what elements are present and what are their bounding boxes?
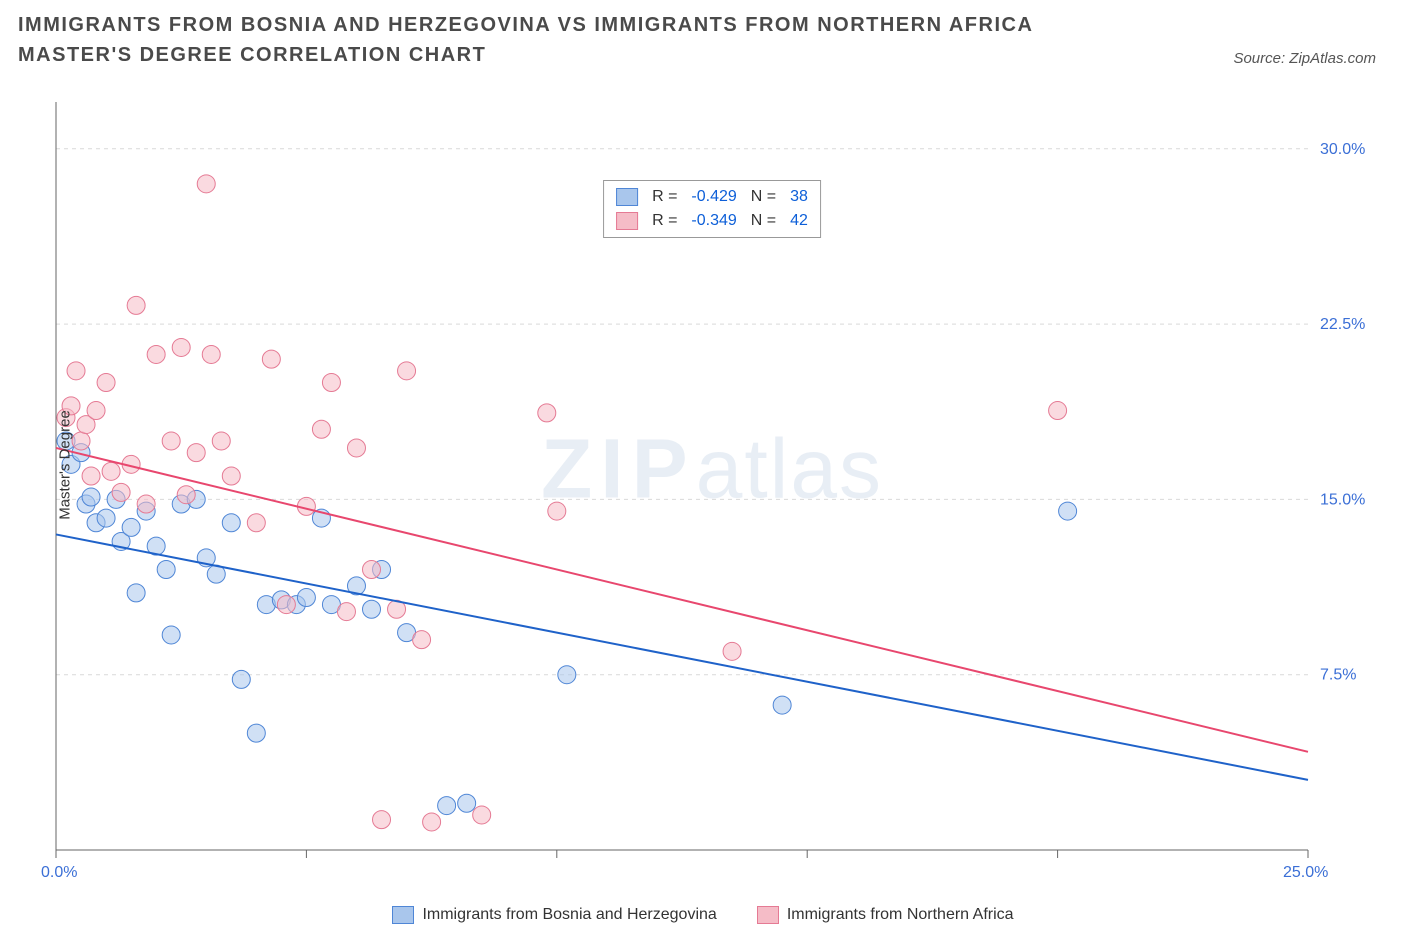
chart-source: Source: ZipAtlas.com bbox=[1233, 50, 1376, 67]
stats-n-label: N = bbox=[751, 185, 776, 209]
stats-r-label: R = bbox=[652, 209, 677, 233]
svg-text:30.0%: 30.0% bbox=[1320, 141, 1365, 158]
svg-text:15.0%: 15.0% bbox=[1320, 491, 1365, 508]
stats-r-nafrica: -0.349 bbox=[691, 209, 736, 233]
y-axis-label: Master's Degree bbox=[56, 410, 73, 520]
legend-item-bosnia: Immigrants from Bosnia and Herzegovina bbox=[392, 906, 716, 924]
legend-label-bosnia: Immigrants from Bosnia and Herzegovina bbox=[422, 906, 716, 924]
svg-text:7.5%: 7.5% bbox=[1320, 667, 1356, 684]
stats-r-label: R = bbox=[652, 185, 677, 209]
scatter-plot: 7.5%15.0%22.5%30.0% ZIPatlas R = -0.429 … bbox=[46, 90, 1378, 880]
stats-n-nafrica: 42 bbox=[790, 209, 808, 233]
stats-row-bosnia: R = -0.429 N = 38 bbox=[616, 185, 808, 209]
x-tick-0: 0.0% bbox=[41, 864, 77, 882]
stats-n-label: N = bbox=[751, 209, 776, 233]
swatch-nafrica bbox=[616, 212, 638, 230]
swatch-bosnia bbox=[616, 188, 638, 206]
legend-item-nafrica: Immigrants from Northern Africa bbox=[757, 906, 1014, 924]
stats-row-nafrica: R = -0.349 N = 42 bbox=[616, 209, 808, 233]
legend-swatch-nafrica bbox=[757, 906, 779, 924]
svg-text:22.5%: 22.5% bbox=[1320, 316, 1365, 333]
legend-label-nafrica: Immigrants from Northern Africa bbox=[787, 906, 1014, 924]
stats-n-bosnia: 38 bbox=[790, 185, 808, 209]
chart-title: IMMIGRANTS FROM BOSNIA AND HERZEGOVINA V… bbox=[18, 10, 1118, 70]
stats-legend: R = -0.429 N = 38 R = -0.349 N = 42 bbox=[603, 180, 821, 238]
legend-swatch-bosnia bbox=[392, 906, 414, 924]
bottom-legend: Immigrants from Bosnia and Herzegovina I… bbox=[0, 906, 1406, 924]
stats-r-bosnia: -0.429 bbox=[691, 185, 736, 209]
x-tick-25: 25.0% bbox=[1283, 864, 1328, 882]
